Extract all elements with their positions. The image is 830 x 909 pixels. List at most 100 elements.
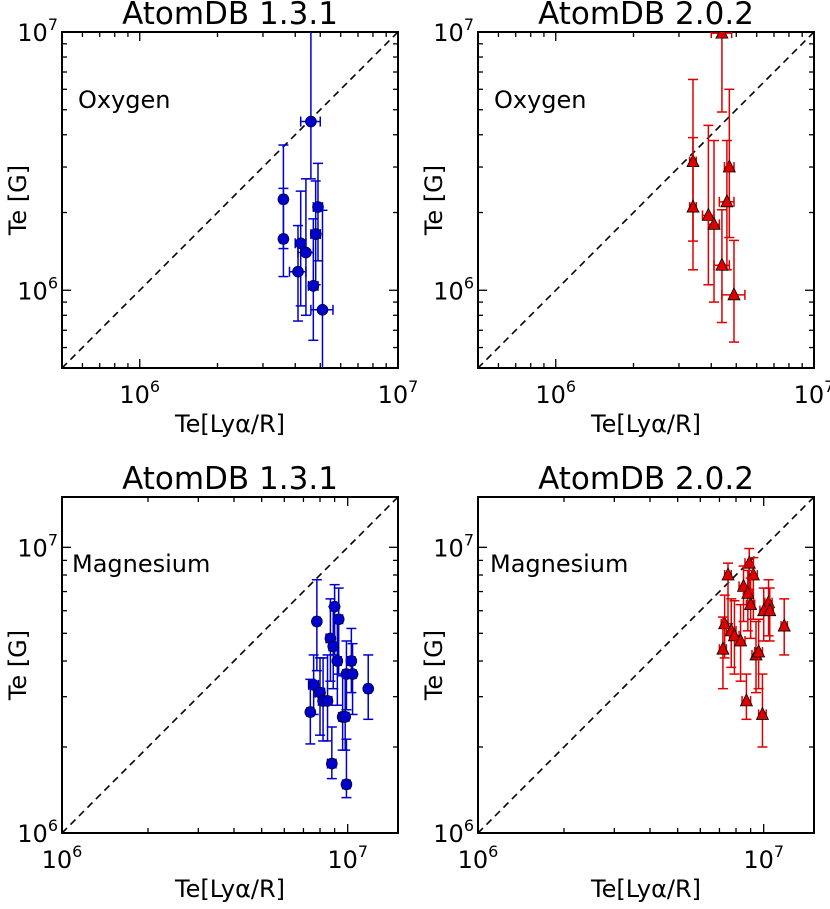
data-point (345, 627, 358, 694)
data-point (716, 616, 730, 690)
circle-marker (321, 695, 334, 707)
triangle-marker (777, 618, 791, 632)
data-point (777, 598, 791, 656)
x-tick-label: 106 (535, 377, 576, 409)
data-point (310, 209, 334, 368)
x-tick-label: 107 (327, 842, 368, 874)
data-point (701, 124, 716, 286)
triangle-marker (727, 627, 742, 642)
circle-marker (300, 246, 312, 259)
y-axis-label: Te [G] (4, 630, 32, 701)
triangle-marker (755, 706, 770, 720)
data-point (751, 618, 766, 690)
y-tick-label: 107 (433, 15, 474, 47)
data-point (299, 32, 322, 180)
element-label: Magnesium (72, 550, 210, 578)
triangle-marker (715, 32, 729, 39)
element-label: Oxygen (78, 86, 171, 114)
chart-title: AtomDB 2.0.2 (538, 461, 754, 497)
data-point (743, 577, 758, 640)
data-point (733, 603, 748, 682)
y-tick-label: 107 (17, 530, 58, 562)
data-point (739, 673, 754, 721)
x-tick-label: 107 (743, 842, 784, 874)
triangle-marker (701, 207, 716, 221)
x-tick-label: 107 (378, 377, 419, 409)
triangle-marker (763, 602, 777, 617)
circle-marker (327, 640, 340, 653)
x-tick-label: 106 (458, 842, 499, 874)
y-axis-label: Te [G] (4, 165, 32, 236)
plot-area-frame (61, 31, 399, 369)
x-tick-label: 106 (42, 842, 83, 874)
y-tick-label: 107 (433, 530, 474, 562)
element-label: Magnesium (490, 550, 628, 578)
circle-marker (340, 778, 353, 791)
chart-title: AtomDB 1.3.1 (122, 461, 338, 497)
data-point (721, 239, 746, 343)
data-series (686, 32, 746, 343)
circle-marker (305, 115, 317, 128)
plot-area-frame (477, 31, 815, 369)
data-point (763, 587, 777, 642)
x-axis-label: Te[Lyα/R] (590, 410, 701, 438)
data-point (288, 224, 307, 322)
triangle-marker (743, 596, 758, 611)
circle-marker (339, 711, 351, 723)
x-axis-label: Te[Lyα/R] (174, 410, 285, 438)
data-point (339, 675, 351, 751)
x-axis-label: Te[Lyα/R] (174, 875, 285, 903)
plot-area-frame (61, 496, 399, 834)
data-point (304, 678, 317, 745)
y-tick-label: 107 (17, 15, 58, 47)
x-tick-label: 106 (119, 377, 160, 409)
data-point (686, 136, 700, 271)
data-point (710, 32, 733, 113)
triangle-marker (715, 257, 729, 271)
triangle-marker (733, 633, 748, 647)
y-axis-label: Te [G] (420, 165, 448, 236)
circle-marker (331, 655, 344, 667)
circle-marker (309, 228, 322, 240)
data-series (277, 32, 334, 368)
triangle-marker (746, 567, 760, 581)
data-point (717, 594, 732, 659)
y-tick-label: 106 (433, 273, 474, 305)
chart-title: AtomDB 2.0.2 (538, 0, 754, 32)
identity-line (478, 32, 814, 368)
triangle-marker (742, 555, 756, 569)
data-point (326, 726, 338, 780)
data-point (340, 738, 353, 799)
y-tick-label: 106 (17, 816, 58, 848)
circle-marker (277, 233, 290, 245)
identity-line (478, 497, 814, 833)
triangle-marker (686, 199, 700, 213)
circle-marker (316, 304, 329, 316)
y-axis-label: Te [G] (420, 630, 448, 701)
circle-marker (362, 682, 375, 695)
data-point (307, 218, 320, 342)
data-series (716, 547, 791, 748)
chart-panel-1: AtomDB 1.3.1 106 106 107 107 Te[Lyα/R] Te [G] O… (4, 0, 418, 438)
triangle-marker (727, 286, 741, 301)
data-point (713, 208, 731, 324)
chart-panel-2: AtomDB 2.0.2 106 106 107 107 Te[Lyα/R] Te [G] O… (420, 0, 830, 438)
data-point (309, 180, 322, 286)
data-point (346, 642, 359, 716)
circle-marker (326, 757, 338, 770)
data-point (331, 618, 344, 707)
triangle-marker (720, 193, 734, 208)
circle-marker (311, 615, 323, 628)
data-point (721, 562, 735, 625)
y-tick-label: 106 (433, 816, 474, 848)
triangle-marker (721, 567, 735, 581)
triangle-marker (716, 641, 730, 655)
triangle-marker (739, 693, 754, 707)
data-point (327, 605, 340, 690)
chart-title: AtomDB 1.3.1 (122, 0, 338, 32)
circle-marker (346, 668, 359, 680)
identity-line (62, 32, 398, 368)
triangle-marker (707, 216, 721, 230)
